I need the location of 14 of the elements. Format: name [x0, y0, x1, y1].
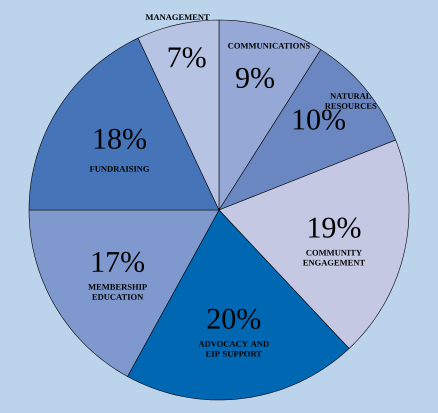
data-label: 19%	[309, 218, 360, 238]
slice-label: COMMUNITY ENGAGEMENT	[302, 250, 365, 266]
slice-label: COMMUNICATIONS	[228, 42, 310, 49]
data-label: 18%	[94, 128, 146, 150]
slice-label: FUNDRAISING	[90, 166, 150, 172]
data-label: 17%	[92, 252, 144, 272]
slice-label: MANAGEMENT	[146, 14, 210, 20]
data-label: 20%	[208, 308, 260, 330]
slice-label: MEMBERSHIP EDUCATION	[88, 284, 147, 300]
data-label: 7%	[168, 47, 206, 68]
slice-label: ADVOCACY AND EIP SUPPORT	[198, 341, 269, 357]
data-label: 9%	[236, 68, 274, 88]
slice-label: NATURAL RESOURCES	[324, 93, 376, 109]
data-label: 10%	[294, 109, 346, 130]
